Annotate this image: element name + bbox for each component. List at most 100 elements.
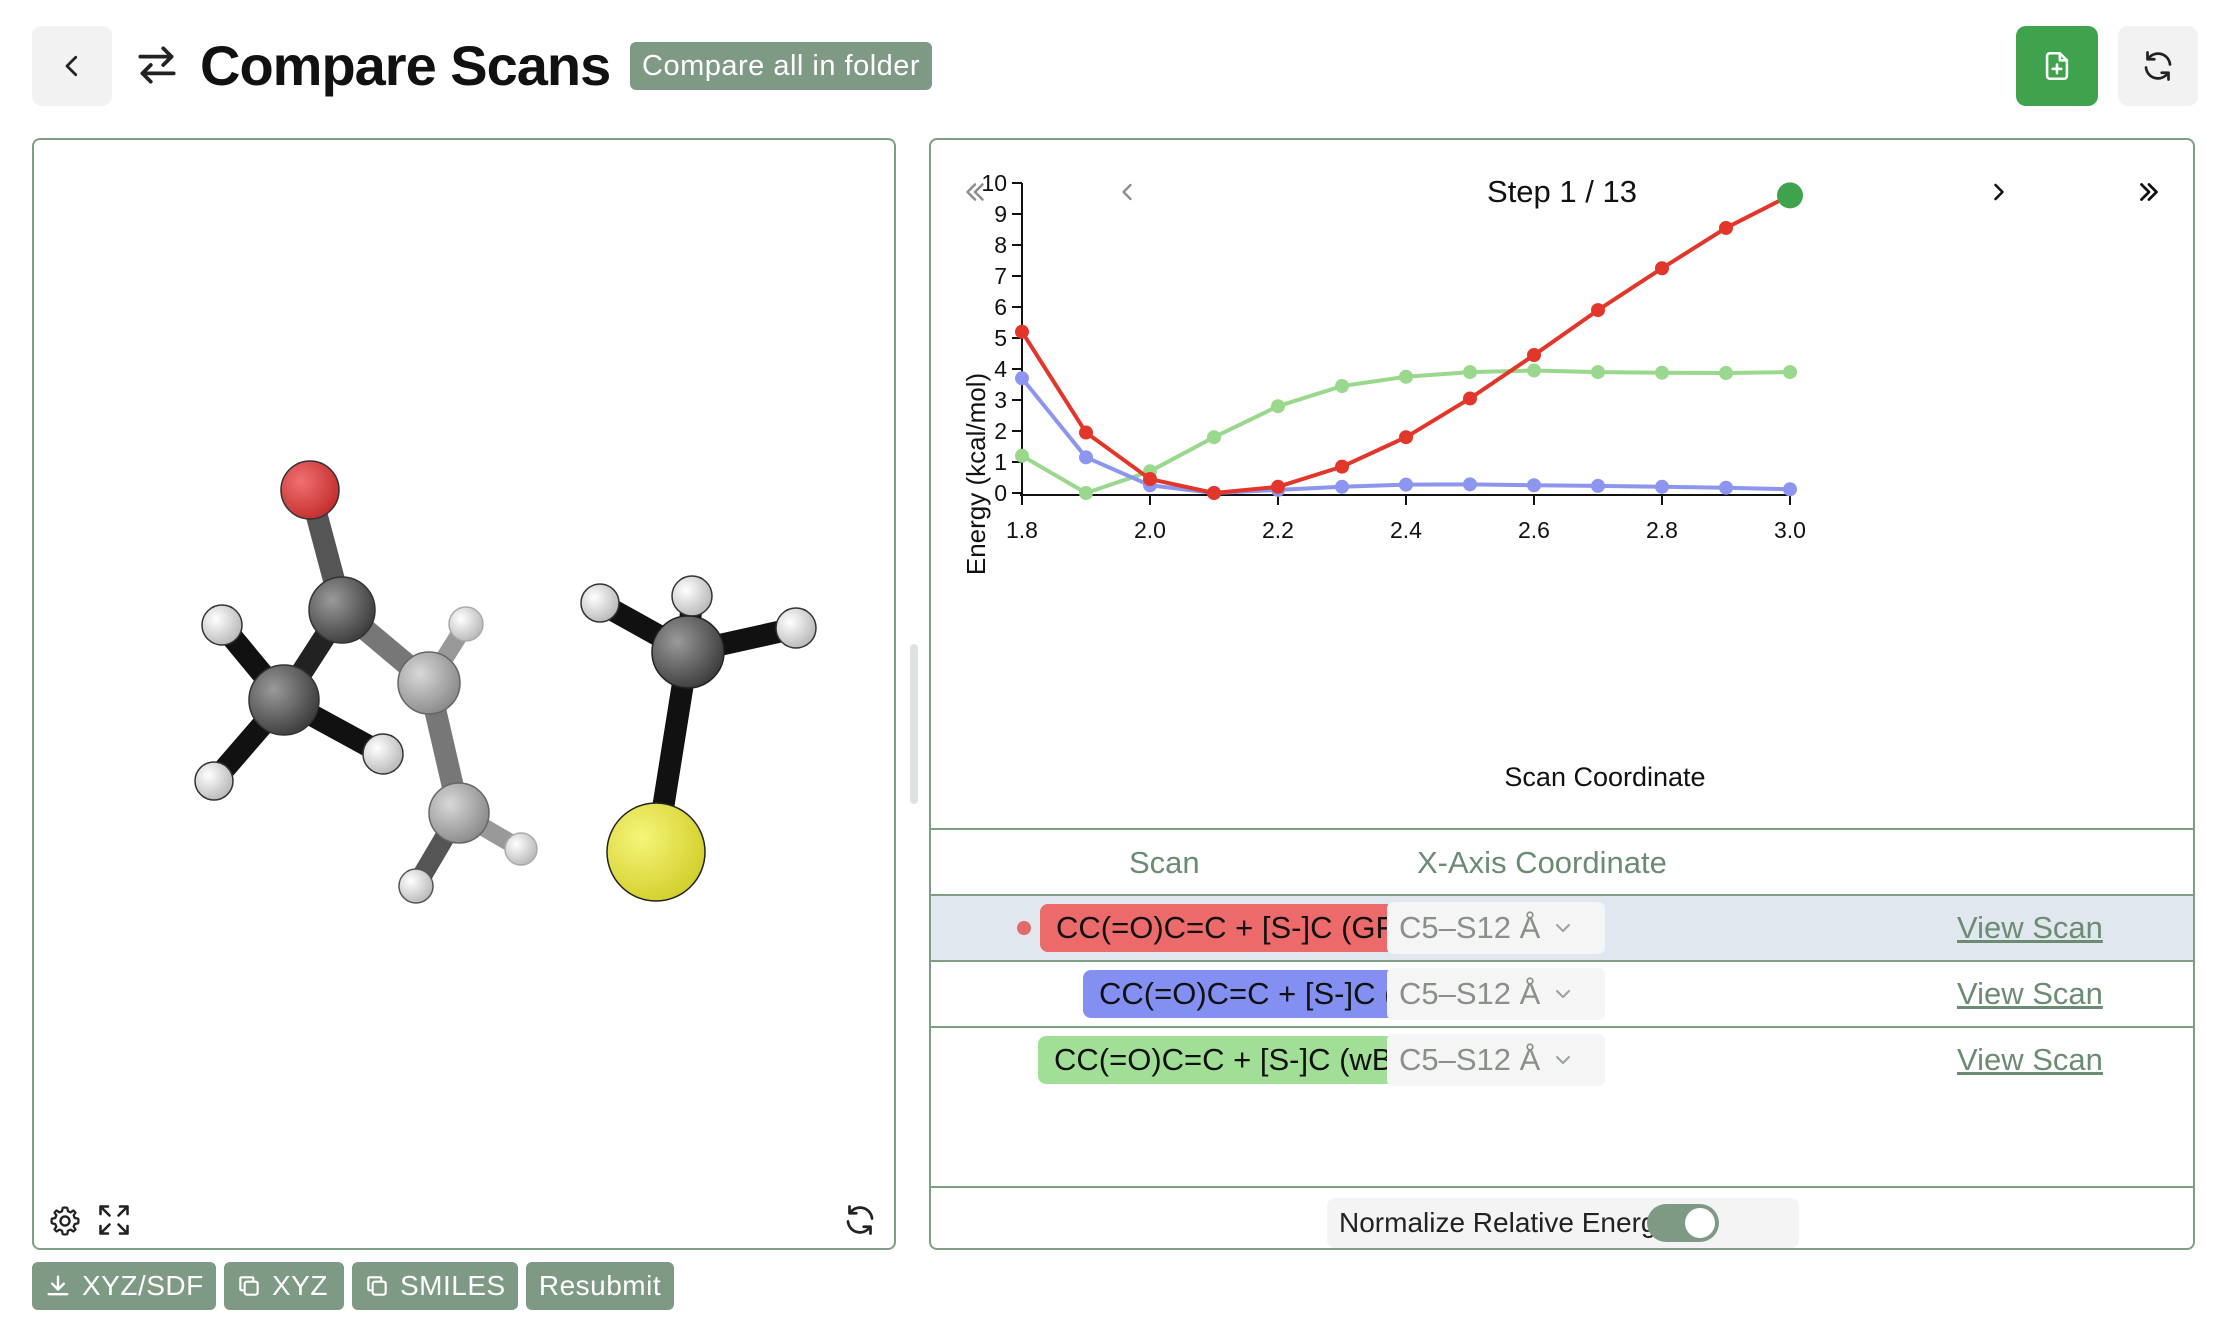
chevron-down-icon — [1556, 1056, 1570, 1064]
y-tick-label: 10 — [981, 170, 1007, 196]
series-2-point — [1399, 430, 1413, 445]
coordinate-select[interactable]: C5–S12 Å — [1387, 968, 1605, 1020]
series-1-point — [1399, 477, 1413, 492]
coordinate-select-value: C5–S12 Å — [1399, 910, 1541, 945]
first-step-button[interactable] — [945, 162, 1005, 222]
file-plus-icon — [2045, 51, 2069, 81]
coordinate-select[interactable]: C5–S12 Å — [1387, 902, 1605, 954]
view-scan-link[interactable]: View Scan — [1957, 1042, 2103, 1077]
panel-resize-handle[interactable] — [910, 644, 918, 804]
y-tick-label: 3 — [994, 387, 1007, 413]
series-0-point — [1271, 399, 1285, 414]
copy-icon — [367, 1276, 387, 1296]
view-scan-link[interactable]: View Scan — [1957, 976, 2103, 1011]
energy-scan-chart: 0 1 2 3 4 5 6 7 8 9 10 1.8 2.0 2.2 2.4 2.6 2.8 3.0 Energ… — [961, 170, 1806, 792]
y-tick-label: 8 — [994, 232, 1007, 258]
chevron-left-icon — [1122, 183, 1132, 201]
current-step-marker — [1777, 182, 1803, 209]
series-0-point — [1207, 430, 1221, 445]
coordinate-select[interactable]: C5–S12 Å — [1387, 1034, 1605, 1086]
molecule-viewer[interactable] — [32, 138, 896, 1250]
new-file-button[interactable] — [2016, 26, 2098, 106]
divider — [931, 960, 2193, 962]
expand-icon[interactable] — [96, 1202, 132, 1238]
series-0-point — [1079, 486, 1093, 500]
y-tick-label: 7 — [994, 263, 1007, 289]
x-tick-label: 2.4 — [1390, 517, 1422, 543]
copy-xyz-label: XYZ — [272, 1270, 328, 1301]
normalize-energies-toggle[interactable] — [1647, 1204, 1719, 1242]
series-1-point — [1463, 477, 1477, 492]
series-0-point — [1527, 363, 1541, 378]
copy-xyz-button[interactable]: XYZ — [224, 1262, 344, 1310]
x-tick-label: 2.6 — [1518, 517, 1550, 543]
y-tick-label: 1 — [994, 449, 1007, 475]
table-row[interactable]: CC(=O)C=C + [S-]C (GFN2-xTB) C5–S12 Å Vi… — [931, 896, 2193, 960]
chevron-down-icon — [1556, 990, 1570, 998]
x-tick-label: 2.2 — [1262, 517, 1294, 543]
scan-comparison-panel: Step 1 / 13 0 1 2 3 4 5 6 7 8 9 10 1.8 2.0 2.2 2.4 2.6… — [929, 138, 2195, 1250]
series-1-point — [1719, 480, 1733, 495]
view-scan-link[interactable]: View Scan — [1957, 910, 2103, 945]
series-0-point — [1719, 366, 1733, 381]
previous-step-button[interactable] — [1097, 162, 1157, 222]
chevron-right-icon — [1994, 183, 2004, 201]
refresh-icon — [2144, 51, 2172, 81]
normalize-energies-label: Normalize Relative Energies? — [1339, 1207, 1708, 1238]
swap-arrows-icon — [132, 40, 182, 90]
series-2-point — [1655, 261, 1669, 276]
series-0-point — [1655, 365, 1669, 380]
download-xyz-sdf-button[interactable]: XYZ/SDF — [32, 1262, 216, 1310]
x-tick-label: 2.8 — [1646, 517, 1678, 543]
column-header-scan: Scan — [1129, 845, 1200, 880]
coordinate-select-value: C5–S12 Å — [1399, 976, 1541, 1011]
last-step-button[interactable] — [2119, 162, 2179, 222]
copy-icon — [239, 1276, 259, 1296]
next-step-button[interactable] — [1969, 162, 2029, 222]
series-0-point — [1783, 365, 1797, 380]
copy-smiles-button[interactable]: SMILES — [352, 1262, 518, 1310]
step-indicator: Step 1 / 13 — [1487, 174, 1637, 209]
table-row[interactable]: CC(=O)C=C + [S-]C (wB97X-3c) C5–S12 Å Vi… — [931, 1028, 2193, 1092]
gear-icon[interactable] — [48, 1204, 82, 1238]
series-0-point — [1591, 365, 1605, 380]
y-tick-label: 6 — [994, 294, 1007, 320]
x-tick-label: 2.0 — [1134, 517, 1166, 543]
series-2-point — [1335, 459, 1349, 474]
series-2-point — [1015, 324, 1029, 339]
series-2-point — [1591, 303, 1605, 318]
x-axis-label: Scan Coordinate — [1504, 762, 1705, 792]
y-tick-label: 5 — [994, 325, 1007, 351]
series-1-point — [1783, 482, 1797, 497]
series-0-point — [1335, 379, 1349, 394]
y-tick-label: 9 — [994, 201, 1007, 227]
series-2-point — [1079, 425, 1093, 440]
divider — [931, 1026, 2193, 1028]
chevron-down-icon — [1556, 924, 1570, 932]
divider — [931, 894, 2193, 896]
x-tick-label: 3.0 — [1774, 517, 1806, 543]
compare-all-button[interactable]: Compare all in folder — [630, 42, 933, 90]
series-1-point — [1655, 479, 1669, 494]
chevron-left-icon — [65, 55, 78, 77]
toggle-knob — [1685, 1208, 1715, 1238]
back-button[interactable] — [32, 26, 112, 106]
series-2-point — [1527, 348, 1541, 363]
series-1-point — [1015, 371, 1029, 386]
divider — [931, 828, 2193, 830]
series-2-point — [1719, 220, 1733, 235]
download-icon — [47, 1275, 69, 1296]
download-xyz-sdf-label: XYZ/SDF — [82, 1270, 204, 1301]
resubmit-button[interactable]: Resubmit — [526, 1262, 674, 1310]
table-row[interactable]: CC(=O)C=C + [S-]C (g-xTB) C5–S12 Å View … — [931, 962, 2193, 1026]
series-2-point — [1143, 472, 1157, 487]
refresh-button[interactable] — [2118, 26, 2198, 106]
y-tick-label: 2 — [994, 418, 1007, 444]
series-2-point — [1271, 479, 1285, 494]
normalize-energies-control[interactable]: Normalize Relative Energies? — [1327, 1198, 1799, 1248]
molecule-structure[interactable] — [34, 140, 894, 1248]
y-tick-label: 0 — [994, 480, 1007, 506]
series-1-point — [1591, 478, 1605, 493]
y-tick-label: 4 — [994, 356, 1007, 382]
rotate-icon[interactable] — [842, 1202, 878, 1238]
